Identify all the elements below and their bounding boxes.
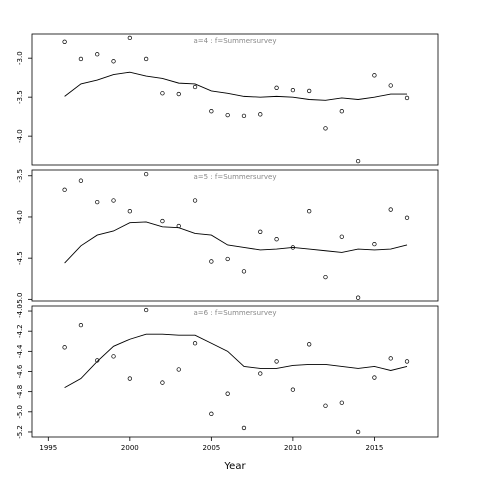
y-tick-label: -5.2 <box>16 425 24 439</box>
point <box>372 73 377 78</box>
panel-title: a=4 : f=Summersurvey <box>193 37 276 45</box>
point <box>404 95 410 101</box>
point <box>192 341 198 346</box>
point <box>258 229 263 234</box>
point <box>225 112 230 118</box>
y-tick-label: -3.5 <box>16 169 24 183</box>
y-tick-label: -4.5 <box>16 251 24 265</box>
panel-frame <box>31 33 439 166</box>
x-tick-label: 1995 <box>39 444 57 452</box>
point <box>78 322 84 328</box>
y-tick-label: -4.8 <box>16 385 24 399</box>
point <box>404 359 410 364</box>
point <box>290 87 296 93</box>
point <box>274 85 279 90</box>
y-tick-label: -4.0 <box>16 129 24 143</box>
x-tick-label: 2010 <box>284 444 302 452</box>
point <box>127 35 132 41</box>
panel-frame <box>31 169 439 302</box>
point <box>111 59 116 64</box>
point <box>404 215 410 220</box>
x-axis-label: Year <box>223 461 246 472</box>
point <box>160 380 165 385</box>
point <box>209 259 214 264</box>
point <box>290 387 296 392</box>
point <box>339 400 344 405</box>
y-tick-label: -3.0 <box>16 51 24 65</box>
point <box>127 209 132 214</box>
point <box>307 342 312 347</box>
point <box>388 356 393 361</box>
y-tick-label: -4.2 <box>16 324 24 338</box>
y-tick-label: -4.6 <box>16 364 24 378</box>
point <box>339 109 344 114</box>
point <box>160 91 165 96</box>
point <box>62 39 67 44</box>
point <box>160 218 165 224</box>
x-tick-label: 2005 <box>202 444 220 452</box>
point <box>388 83 393 88</box>
panel-title: a=6 : f=Summersurvey <box>193 309 276 317</box>
y-tick-label: -4.0 <box>16 304 24 318</box>
x-tick-label: 2015 <box>365 444 383 452</box>
point <box>355 295 361 300</box>
point <box>62 187 67 192</box>
fit-line <box>64 333 408 389</box>
fit-line <box>64 71 408 101</box>
point <box>62 345 67 350</box>
point <box>95 199 100 205</box>
point <box>355 158 361 164</box>
point <box>127 376 132 381</box>
point <box>209 411 214 416</box>
point <box>176 367 181 372</box>
point <box>388 207 393 212</box>
x-tick-label: 2000 <box>121 444 139 452</box>
point <box>225 391 230 396</box>
point <box>372 375 377 380</box>
point <box>274 237 279 242</box>
point <box>323 403 328 408</box>
point <box>258 112 263 117</box>
y-tick-label: -3.5 <box>16 90 24 104</box>
point <box>241 269 247 274</box>
panel-frame <box>31 305 439 438</box>
point <box>111 198 116 203</box>
point <box>307 88 312 94</box>
y-tick-label: -5.0 <box>16 405 24 419</box>
point <box>339 234 344 239</box>
y-tick-label: -4.4 <box>16 344 24 358</box>
point <box>95 358 100 363</box>
y-tick-label: -4.0 <box>16 210 24 224</box>
point <box>78 56 84 62</box>
panel-title: a=5 : f=Summersurvey <box>193 173 276 181</box>
point <box>274 359 279 364</box>
point <box>225 256 230 262</box>
point <box>143 56 149 62</box>
point <box>323 126 328 131</box>
point <box>176 91 181 97</box>
point <box>95 52 100 57</box>
point <box>307 209 312 214</box>
point <box>209 109 214 114</box>
point <box>192 84 198 90</box>
fit-line <box>64 221 408 264</box>
point <box>143 171 149 177</box>
point <box>143 307 149 313</box>
point <box>355 429 361 435</box>
point <box>323 274 328 280</box>
point <box>372 242 377 247</box>
point <box>241 113 247 119</box>
y-tick-label: -5.0 <box>16 293 24 307</box>
point <box>241 425 247 431</box>
point <box>258 371 263 376</box>
point <box>111 354 116 359</box>
point <box>192 198 198 203</box>
point <box>78 178 84 183</box>
